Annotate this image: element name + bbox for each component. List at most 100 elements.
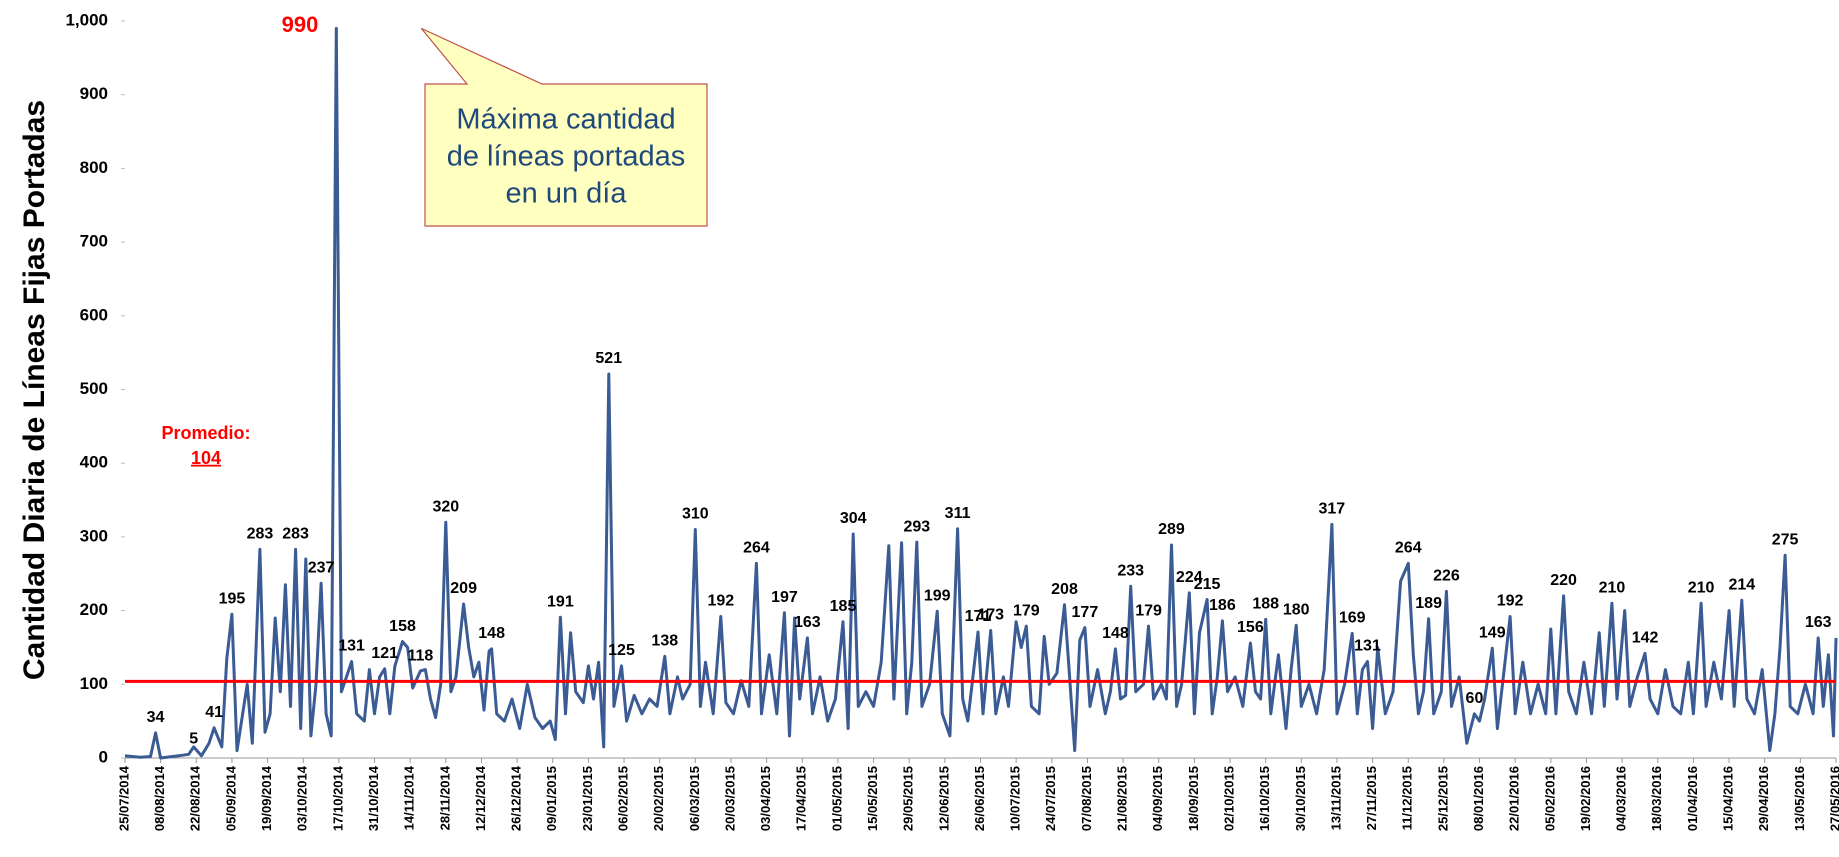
data-label: 220 xyxy=(1550,572,1577,589)
x-tick-label: 06/02/2015 xyxy=(615,766,630,831)
x-tick-label: 12/06/2015 xyxy=(936,766,951,831)
x-tick-label: 04/09/2015 xyxy=(1150,766,1165,831)
data-label: 185 xyxy=(830,598,857,615)
data-label: 121 xyxy=(371,645,398,662)
x-tick-label: 20/02/2015 xyxy=(651,766,666,831)
callout-box xyxy=(420,27,708,227)
data-label: 311 xyxy=(945,505,971,522)
data-label: 283 xyxy=(282,526,309,543)
x-tick-label: 19/09/2014 xyxy=(259,765,274,831)
data-label: 118 xyxy=(407,647,433,664)
data-label: 197 xyxy=(771,589,798,606)
data-label: 142 xyxy=(1632,630,1659,647)
x-tick-label: 09/01/2015 xyxy=(544,766,559,831)
x-tick-label: 13/11/2015 xyxy=(1328,766,1343,830)
x-tick-label: 15/04/2016 xyxy=(1721,766,1736,831)
y-tick-label: 1,000 xyxy=(65,10,108,29)
data-label: 237 xyxy=(308,560,335,577)
data-label: 275 xyxy=(1772,532,1799,549)
data-label: 191 xyxy=(547,593,574,610)
x-tick-label: 08/08/2014 xyxy=(152,765,167,831)
x-tick-label: 29/05/2015 xyxy=(901,766,916,831)
data-label: 156 xyxy=(1237,619,1264,636)
data-label: 521 xyxy=(595,350,622,367)
data-label: 179 xyxy=(1013,602,1040,619)
x-tick-label: 01/04/2016 xyxy=(1685,766,1700,831)
x-tick-label: 27/05/2016 xyxy=(1827,766,1839,831)
y-tick-label: 600 xyxy=(80,305,108,324)
data-label: 163 xyxy=(794,614,821,631)
data-label: 138 xyxy=(651,633,678,650)
data-label: 192 xyxy=(1497,593,1524,610)
data-label: 179 xyxy=(1135,602,1162,619)
data-line xyxy=(124,26,1838,760)
data-label: 192 xyxy=(707,593,734,610)
data-label: 148 xyxy=(1102,625,1129,642)
data-label: 125 xyxy=(608,642,635,659)
data-label: 34 xyxy=(147,709,165,726)
data-label: 189 xyxy=(1415,595,1442,612)
data-label: 169 xyxy=(1339,610,1366,627)
x-tick-label: 22/01/2016 xyxy=(1507,766,1522,831)
y-tick-label: 400 xyxy=(80,453,108,472)
x-tick-label: 15/05/2015 xyxy=(865,766,880,831)
x-tick-label: 30/10/2015 xyxy=(1293,766,1308,831)
data-label: 224 xyxy=(1176,569,1203,586)
average-value: 104 xyxy=(191,448,221,468)
data-label: 163 xyxy=(1805,614,1832,631)
y-tick-label: 500 xyxy=(80,379,108,398)
x-tick-label: 03/10/2014 xyxy=(295,765,310,831)
callout-text: en un día xyxy=(506,178,628,210)
y-tick-label: 300 xyxy=(80,526,108,545)
x-tick-label: 10/07/2015 xyxy=(1008,766,1023,831)
data-label: 310 xyxy=(682,506,709,523)
x-tick-label: 08/01/2016 xyxy=(1471,766,1486,831)
x-tick-label: 17/10/2014 xyxy=(330,765,345,831)
y-tick-label: 200 xyxy=(80,600,108,619)
data-label: 173 xyxy=(977,607,1004,624)
data-label: 283 xyxy=(247,526,274,543)
x-tick-label: 26/06/2015 xyxy=(972,766,987,831)
data-label: 131 xyxy=(338,638,365,655)
data-label: 171 xyxy=(965,608,992,625)
y-axis-title: Cantidad Diaria de Líneas Fijas Portadas xyxy=(18,100,51,680)
x-tick-label: 05/09/2014 xyxy=(223,765,238,831)
data-label: 317 xyxy=(1319,501,1346,518)
x-tick-label: 05/02/2016 xyxy=(1542,766,1557,831)
x-tick-label: 28/11/2014 xyxy=(437,765,452,830)
data-label: 264 xyxy=(1395,540,1422,557)
data-label: 233 xyxy=(1117,562,1144,579)
x-tick-label: 19/02/2016 xyxy=(1578,766,1593,831)
x-tick-label: 31/10/2014 xyxy=(366,765,381,831)
data-label: 264 xyxy=(743,540,770,557)
x-tick-label: 18/09/2015 xyxy=(1186,766,1201,831)
y-tick-label: 900 xyxy=(80,84,108,103)
x-tick-label: 02/10/2015 xyxy=(1221,766,1236,831)
data-label: 41 xyxy=(205,704,223,721)
x-tick-label: 29/04/2016 xyxy=(1756,766,1771,831)
callout-text: de líneas portadas xyxy=(447,141,686,173)
data-label: 180 xyxy=(1283,602,1310,619)
max-label: 990 xyxy=(282,12,319,37)
data-label: 226 xyxy=(1433,568,1460,585)
x-tick-label: 16/10/2015 xyxy=(1257,766,1272,831)
x-tick-label: 06/03/2015 xyxy=(687,766,702,831)
x-tick-label: 17/04/2015 xyxy=(794,766,809,831)
data-label: 209 xyxy=(450,580,477,597)
x-tick-label: 13/05/2016 xyxy=(1792,766,1807,831)
x-tick-label: 25/07/2014 xyxy=(116,765,131,831)
x-tick-label: 20/03/2015 xyxy=(722,766,737,831)
callout-text: Máxima cantidad xyxy=(456,104,675,136)
x-tick-label: 27/11/2015 xyxy=(1364,766,1379,830)
x-tick-label: 25/12/2015 xyxy=(1435,766,1450,831)
x-tick-label: 11/12/2015 xyxy=(1400,766,1415,830)
data-label: 5 xyxy=(189,731,198,748)
data-label: 149 xyxy=(1479,624,1506,641)
y-tick-label: 0 xyxy=(99,747,108,766)
data-label: 131 xyxy=(1354,638,1381,655)
x-tick-label: 04/03/2016 xyxy=(1614,766,1629,831)
data-label: 177 xyxy=(1072,604,1099,621)
data-label: 215 xyxy=(1194,576,1221,593)
